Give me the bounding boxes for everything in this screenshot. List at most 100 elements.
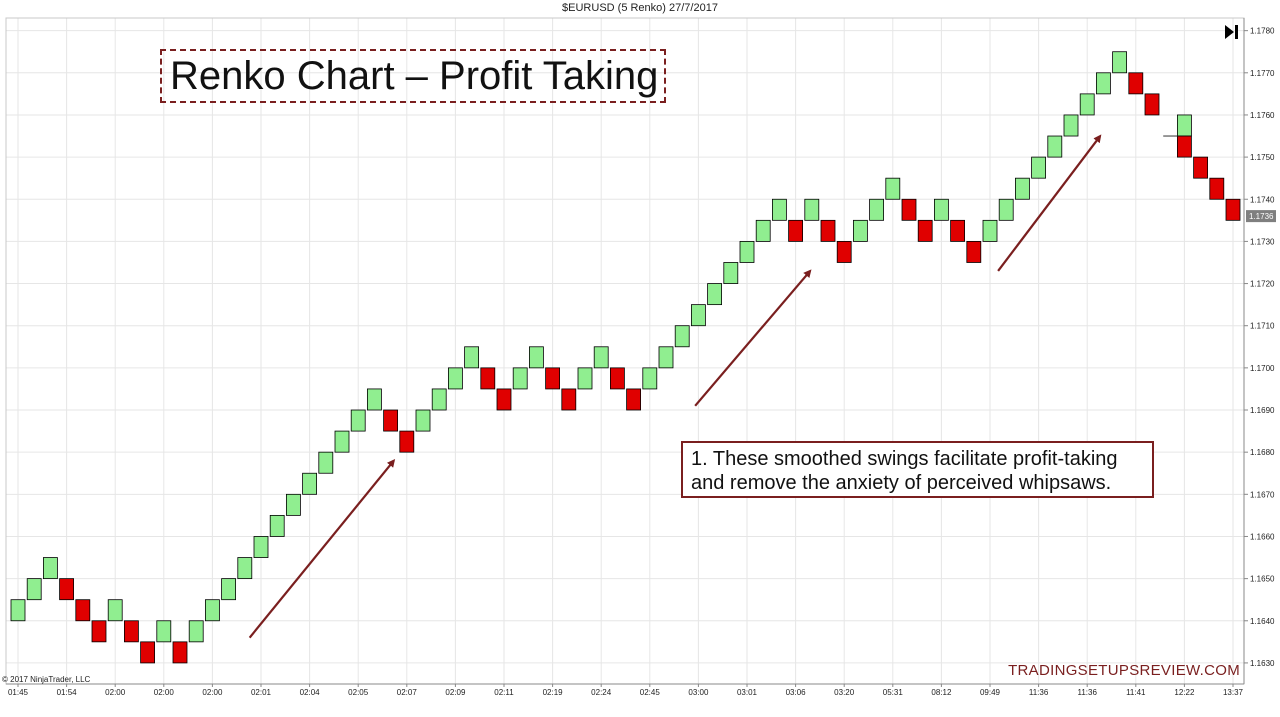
up-brick	[285, 493, 301, 516]
up-brick	[998, 198, 1014, 221]
up-brick	[853, 219, 868, 242]
trend-arrow	[997, 134, 1102, 272]
down-brick	[966, 241, 982, 263]
x-tick-label: 02:00	[105, 688, 126, 697]
up-brick	[447, 367, 463, 390]
x-tick-label: 01:45	[8, 688, 29, 697]
x-tick-label: 13:37	[1223, 688, 1244, 697]
current-price-box	[1246, 210, 1276, 223]
x-tick-label: 02:19	[543, 688, 564, 697]
down-brick	[91, 620, 107, 643]
y-tick-label: 1.1690	[1250, 406, 1275, 415]
grid-lines	[6, 18, 1244, 684]
x-tick-label: 02:00	[154, 688, 175, 697]
y-tick-label: 1.1670	[1250, 490, 1275, 499]
down-brick	[1144, 93, 1160, 116]
up-brick	[529, 346, 544, 369]
x-tick-label: 08:12	[931, 688, 952, 697]
x-tick-label: 02:04	[300, 688, 321, 697]
down-brick	[788, 219, 803, 242]
up-brick	[804, 198, 820, 221]
up-brick	[253, 536, 269, 558]
up-brick	[431, 388, 447, 411]
y-tick-label: 1.1650	[1250, 575, 1275, 584]
down-brick	[1193, 156, 1208, 179]
y-tick-label: 1.1760	[1250, 111, 1275, 120]
up-brick	[723, 262, 739, 284]
x-tick-label: 09:49	[980, 688, 1001, 697]
up-brick	[10, 599, 26, 622]
x-tick-label: 02:00	[202, 688, 223, 697]
up-brick	[1112, 51, 1127, 74]
x-tick-label: 12:22	[1174, 688, 1195, 697]
y-tick-label: 1.1770	[1250, 69, 1275, 78]
up-brick	[707, 283, 722, 306]
x-tick-label: 02:45	[640, 688, 661, 697]
down-brick	[140, 641, 156, 664]
up-brick	[415, 409, 431, 432]
down-brick	[820, 219, 836, 242]
renko-bricks	[10, 51, 1241, 664]
annotation-box: 1. These smoothed swings facilitate prof…	[681, 441, 1154, 498]
axis-labels: 1.1780 1.1770 1.1760 1.1750 1.1740 1.1730 1.17…	[8, 27, 1276, 697]
x-tick-label: 11:41	[1126, 688, 1146, 697]
x-tick-label: 01:54	[57, 688, 78, 697]
up-brick	[1096, 72, 1111, 95]
up-brick	[739, 241, 755, 263]
up-brick	[1079, 93, 1095, 116]
current-price-label: 1.1736	[1249, 212, 1274, 221]
chart-title: $EURUSD (5 Renko) 27/7/2017	[562, 2, 718, 14]
x-tick-label: 02:11	[494, 688, 514, 697]
up-brick	[350, 409, 366, 432]
up-brick	[26, 578, 42, 601]
down-brick	[950, 219, 965, 242]
x-tick-label: 03:06	[786, 688, 807, 697]
x-tick-label: 11:36	[1077, 688, 1097, 697]
up-brick	[43, 557, 58, 580]
down-brick	[172, 641, 188, 664]
down-brick	[1177, 135, 1192, 158]
annotation-line-1: 1. These smoothed swings facilitate prof…	[691, 448, 1118, 470]
up-brick	[934, 198, 949, 221]
down-brick	[561, 388, 577, 411]
up-brick	[1047, 135, 1063, 158]
down-brick	[1128, 72, 1144, 95]
skip-to-end-icon[interactable]	[1221, 22, 1241, 42]
down-brick	[124, 620, 139, 643]
up-brick	[674, 325, 690, 348]
up-brick	[642, 367, 658, 390]
copyright-text: © 2017 NinjaTrader, LLC	[2, 675, 91, 684]
x-tick-label: 03:20	[834, 688, 855, 697]
up-brick	[577, 367, 593, 390]
up-brick	[269, 514, 285, 537]
down-brick	[1225, 198, 1241, 221]
trend-arrow	[694, 269, 812, 407]
trend-arrows	[248, 134, 1102, 639]
up-brick	[1177, 114, 1192, 137]
down-brick	[480, 367, 496, 390]
axes	[5, 17, 1248, 687]
up-brick	[237, 557, 253, 580]
x-tick-label: 02:24	[591, 688, 612, 697]
up-brick	[1015, 177, 1030, 200]
x-tick-label: 02:01	[251, 688, 272, 697]
down-brick	[626, 388, 641, 411]
x-tick-label: 03:00	[688, 688, 709, 697]
x-tick-label: 03:01	[737, 688, 758, 697]
down-brick	[1209, 177, 1225, 200]
down-brick	[496, 388, 512, 411]
x-tick-label: 02:05	[348, 688, 369, 697]
chart-headline: Renko Chart – Profit Taking	[160, 49, 666, 103]
up-brick	[204, 599, 220, 622]
up-brick	[302, 472, 318, 495]
x-tick-label: 11:36	[1029, 688, 1049, 697]
y-tick-label: 1.1700	[1250, 364, 1275, 373]
up-brick	[691, 304, 706, 327]
up-brick	[464, 346, 480, 369]
down-brick	[917, 219, 933, 242]
annotation-line-2: and remove the anxiety of perceived whip…	[691, 472, 1112, 494]
y-tick-label: 1.1630	[1250, 659, 1275, 668]
up-brick	[366, 388, 382, 411]
down-brick	[399, 430, 415, 453]
